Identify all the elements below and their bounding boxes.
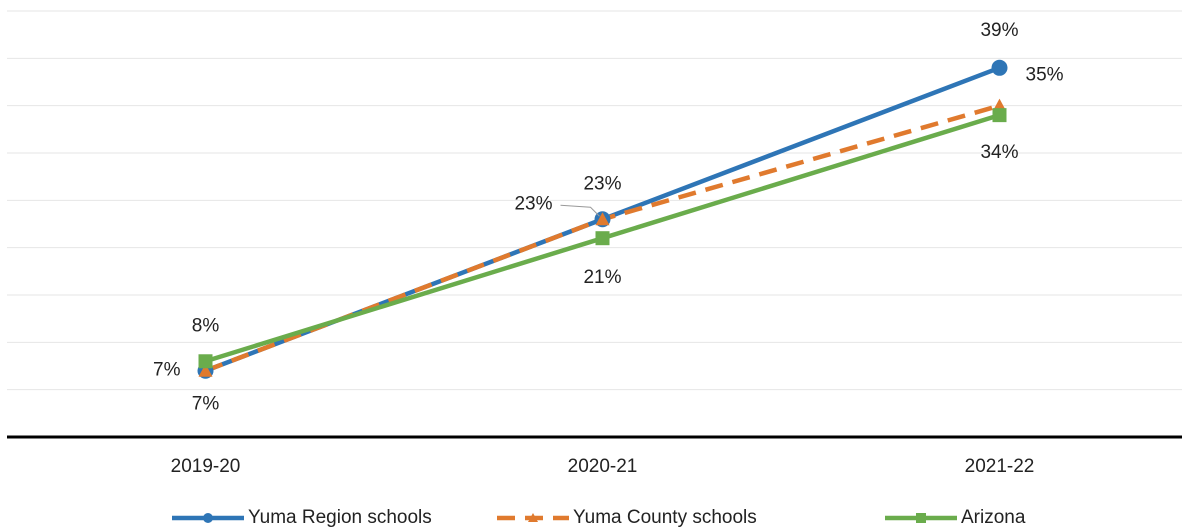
data-label: 21% <box>583 267 621 288</box>
x-tick-label: 2020-21 <box>568 456 638 477</box>
data-label: 7% <box>153 360 181 381</box>
data-label: 35% <box>1026 65 1064 86</box>
point <box>198 354 213 369</box>
x-tick-label: 2021-22 <box>965 456 1035 477</box>
leader-line <box>560 204 600 217</box>
data-label: 23% <box>514 193 552 214</box>
data-label: 34% <box>980 142 1018 163</box>
legend-label: Yuma County schools <box>573 507 757 528</box>
legend-marker <box>203 513 213 523</box>
point <box>595 212 610 226</box>
point <box>991 59 1008 76</box>
data-label: 8% <box>192 315 220 336</box>
point <box>992 108 1007 123</box>
legend-marker <box>528 513 538 522</box>
data-label: 39% <box>980 20 1018 41</box>
point <box>198 363 213 377</box>
legend-marker <box>916 513 926 523</box>
data-label: 7% <box>192 394 220 415</box>
legend-label: Yuma Region schools <box>248 507 432 528</box>
legend-label: Arizona <box>961 507 1026 528</box>
data-label: 23% <box>583 173 621 194</box>
x-tick-label: 2019-20 <box>171 456 241 477</box>
point <box>595 231 610 246</box>
